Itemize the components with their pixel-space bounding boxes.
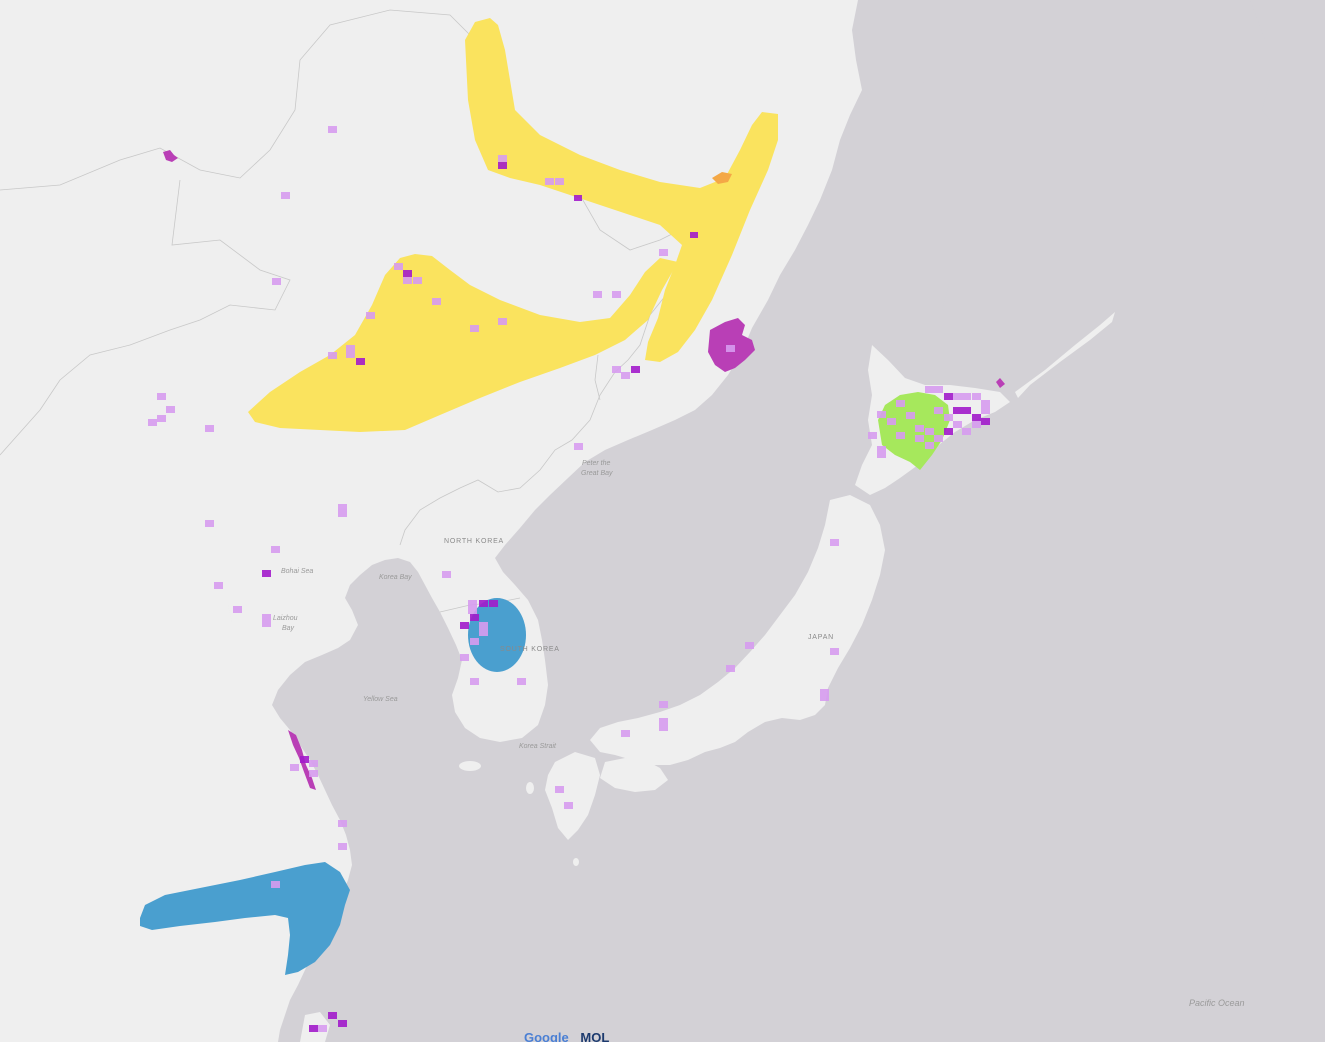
label-laizhou-bay: Laizhou <box>273 615 298 622</box>
tsushima-island <box>526 782 534 794</box>
mol-logo[interactable]: MOL <box>580 1030 610 1042</box>
honshu <box>590 495 885 765</box>
label-south-korea: SOUTH KOREA <box>500 646 560 653</box>
map-labels: NORTH KOREA SOUTH KOREA JAPAN Bohai Sea … <box>273 460 1245 1008</box>
small-island <box>573 858 579 866</box>
land-layer <box>0 0 1115 1042</box>
label-japan: JAPAN <box>808 634 834 641</box>
records-light <box>148 126 990 1032</box>
jeju-island <box>459 761 481 771</box>
shikoku <box>600 758 668 792</box>
kuril-islands <box>1015 312 1115 398</box>
magenta-range-small-2 <box>996 378 1005 388</box>
label-korea-strait: Korea Strait <box>519 743 557 750</box>
orange-range <box>712 172 732 184</box>
label-laizhou-bay-2: Bay <box>282 625 295 632</box>
sakhalin <box>898 40 955 325</box>
blue-range-south <box>140 862 350 975</box>
google-logo[interactable]: Google <box>524 1030 569 1042</box>
mainland-asia <box>0 0 862 1042</box>
yellow-range-north <box>465 18 778 362</box>
label-peter-the-great-bay-1: Peter the <box>582 460 611 467</box>
label-yellow-sea: Yellow Sea <box>363 696 398 703</box>
map-attribution: Google MOL <box>524 1030 609 1042</box>
magenta-range-small-1 <box>163 150 178 162</box>
yellow-range-west <box>248 254 678 432</box>
label-korea-bay: Korea Bay <box>379 574 412 581</box>
label-peter-the-great-bay-2: Great Bay <box>581 470 613 477</box>
green-range-hokkaido <box>878 392 950 470</box>
label-north-korea: NORTH KOREA <box>444 538 504 545</box>
label-bohai-sea: Bohai Sea <box>281 568 313 575</box>
range-layer <box>140 18 1005 975</box>
blue-range-korea <box>468 598 526 672</box>
records-dark <box>262 162 990 1032</box>
sea-of-okhotsk-coast <box>1250 0 1325 120</box>
liaodong-peninsula <box>312 510 352 555</box>
label-pacific-ocean: Pacific Ocean <box>1189 998 1245 1008</box>
kyushu <box>545 752 600 840</box>
shandong-peninsula <box>228 540 352 648</box>
